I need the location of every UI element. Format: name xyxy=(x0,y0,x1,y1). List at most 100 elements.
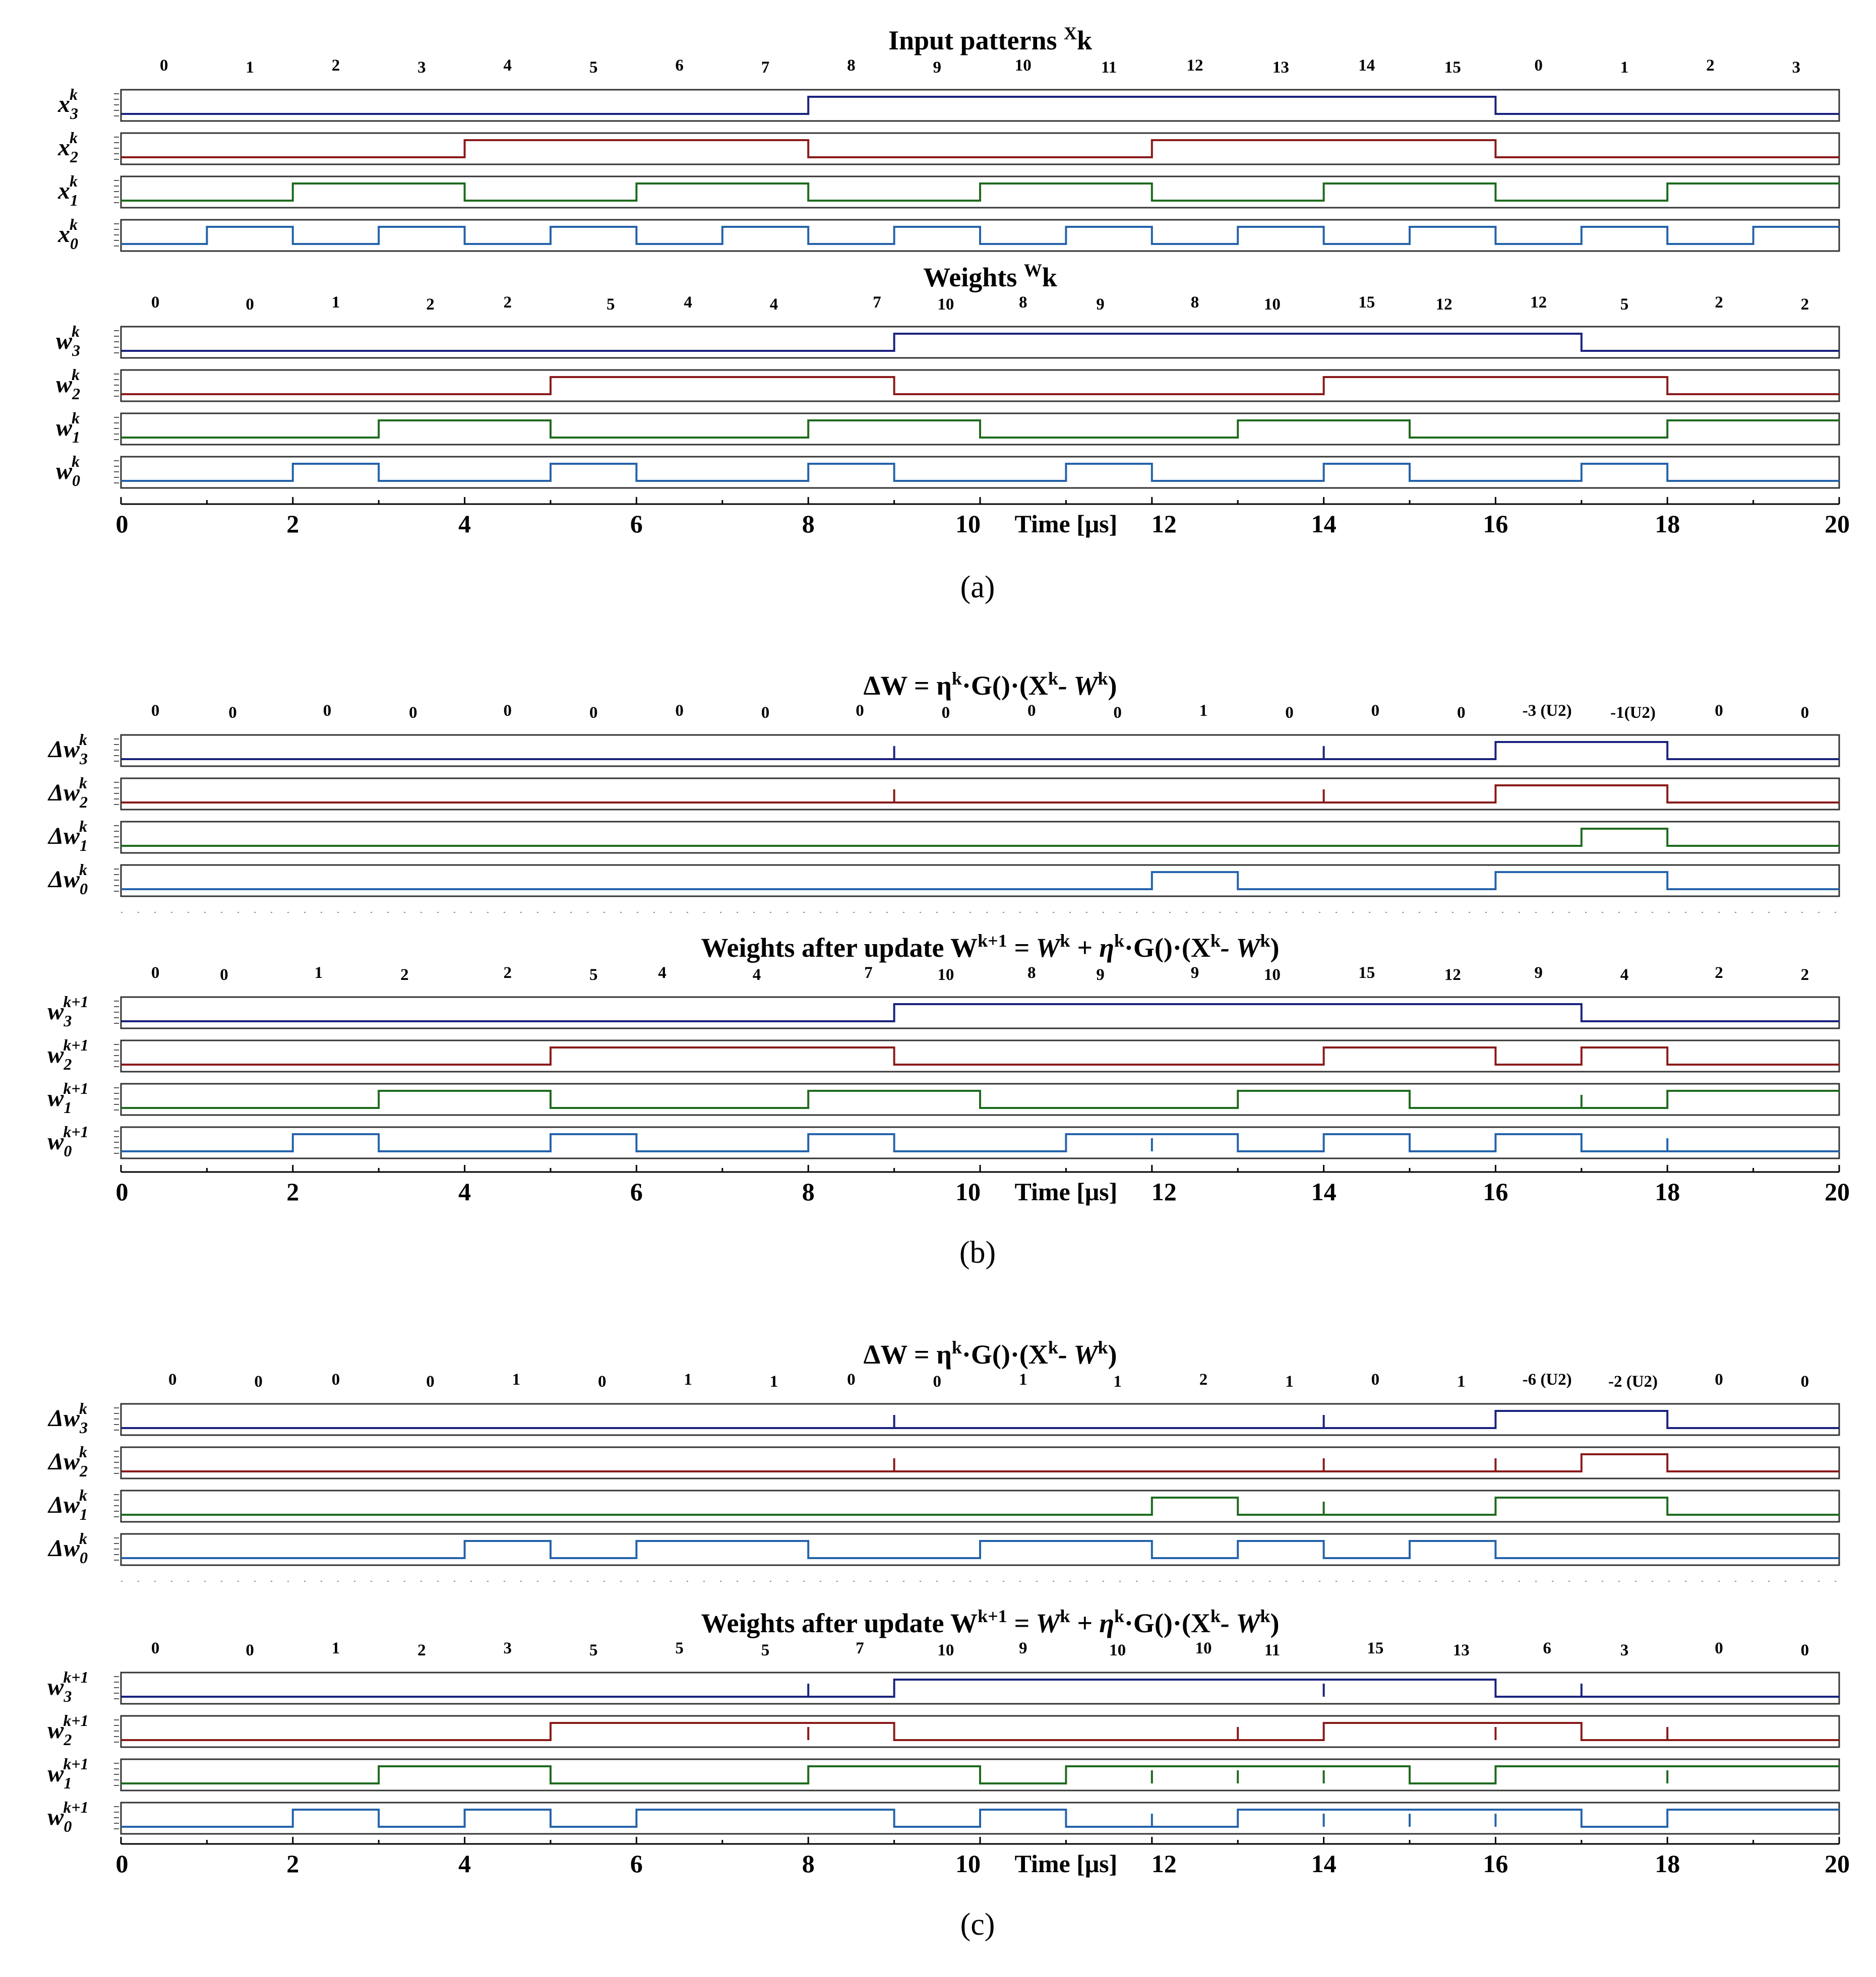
signal-group-0: ΔW = ηk·G()·(Xk- Wk)0 0 0 0 1 0 1 1 0 0 1 1 2 1 0 1 -6 (… xyxy=(47,1337,1840,1567)
signal-frame xyxy=(120,1403,1840,1436)
signal-w3: w3k+1 xyxy=(47,993,1840,1030)
value-label: -3 (U2) xyxy=(1523,702,1572,720)
axis-tick-label: 16 xyxy=(1483,1178,1508,1206)
value-label: 1 xyxy=(770,1373,778,1391)
value-label: 1 xyxy=(315,964,323,982)
value-label: 2 xyxy=(1801,295,1809,314)
value-label: 0 xyxy=(168,1371,177,1389)
value-label: 3 xyxy=(417,58,426,77)
signal-frame xyxy=(120,996,1840,1029)
axis-tick-label: 20 xyxy=(1825,1849,1850,1878)
title-part: k xyxy=(1211,1606,1221,1626)
panel-caption: (b) xyxy=(959,1235,996,1270)
value-label: 1 xyxy=(1019,1371,1027,1389)
signal-delta-w0: Δw0k xyxy=(47,1529,1840,1567)
signal-label: Δw2k xyxy=(47,1443,88,1480)
waveform xyxy=(121,1765,1839,1784)
signal-label: w2k+1 xyxy=(47,1036,88,1073)
value-label: 0 xyxy=(426,1373,435,1391)
signal-label: x3k xyxy=(57,85,78,122)
value-label: 10 xyxy=(937,1641,954,1659)
signal-w0: w0k+1 xyxy=(47,1123,1840,1160)
signal-delta-w3: Δw3k xyxy=(47,730,1840,768)
value-label: 0 xyxy=(1715,1371,1723,1389)
axis-tick-label: 10 xyxy=(955,510,981,538)
axis-title: Time [μs] xyxy=(1015,1178,1118,1206)
axis-tick-label: 14 xyxy=(1311,1178,1337,1206)
signal-delta-w1: Δw1k xyxy=(47,1486,1840,1523)
value-label: 3 xyxy=(1792,58,1801,77)
value-label: 1 xyxy=(246,58,254,77)
signal-frame xyxy=(120,1446,1840,1479)
value-label: 4 xyxy=(770,295,778,314)
value-label: -6 (U2) xyxy=(1523,1371,1572,1389)
value-label: 0 xyxy=(151,1639,160,1657)
value-label: 13 xyxy=(1273,58,1289,77)
waveform xyxy=(121,871,1839,890)
value-label: 9 xyxy=(1096,966,1105,984)
waveform xyxy=(121,1809,1839,1828)
value-label: 15 xyxy=(1367,1639,1383,1657)
signal-label: w0k+1 xyxy=(47,1798,88,1835)
axis-tick-label: 6 xyxy=(630,1178,643,1206)
signal-delta-w1: Δw1k xyxy=(47,817,1840,854)
value-label: 1 xyxy=(1285,1373,1294,1391)
waveform xyxy=(121,419,1839,439)
value-label: 10 xyxy=(1195,1639,1212,1657)
signal-frame xyxy=(120,326,1840,359)
axis-tick-label: 12 xyxy=(1152,510,1177,538)
signal-group-0: Input patterns Xk0 1 2 3 4 5 6 7 8 9 10 11 12 13 14 15 0… xyxy=(57,23,1840,253)
value-label: 14 xyxy=(1358,56,1375,75)
title-part: k xyxy=(1114,1606,1124,1626)
value-label: 2 xyxy=(504,293,512,312)
signal-label: w2k xyxy=(56,365,80,403)
title-part: = W xyxy=(1007,933,1062,963)
value-label: 12 xyxy=(1436,295,1453,314)
value-label: 0 xyxy=(246,1641,254,1659)
value-label: 2 xyxy=(1706,56,1715,75)
value-label: 4 xyxy=(684,293,692,312)
signal-label: w3k xyxy=(56,322,80,359)
time-axis: 0 2 4 6 8 10 12 14 16 18 20 Time [μs] xyxy=(116,1837,1850,1878)
value-label: 15 xyxy=(1358,293,1375,312)
signal-frame xyxy=(120,219,1840,252)
value-label: 10 xyxy=(1264,295,1281,314)
signal-label: Δw1k xyxy=(47,1486,88,1523)
axis-tick-label: 8 xyxy=(802,1178,815,1206)
value-label: 3 xyxy=(504,1639,512,1657)
signal-delta-w2: Δw2k xyxy=(47,774,1840,811)
value-label: 1 xyxy=(1620,58,1629,77)
title-part: k+1 xyxy=(978,931,1007,951)
title-part: k xyxy=(1260,1606,1270,1626)
value-label: 5 xyxy=(1620,295,1629,314)
title-part: k xyxy=(952,1337,962,1357)
value-label: 2 xyxy=(1715,964,1723,982)
title-part: ) xyxy=(1270,1608,1279,1638)
signal-label: w0k+1 xyxy=(47,1123,88,1160)
waveform xyxy=(121,828,1839,847)
signal-w0: w0k xyxy=(56,452,1840,489)
value-label: 10 xyxy=(1015,56,1032,75)
waveform xyxy=(121,1453,1839,1472)
value-label: 10 xyxy=(1109,1641,1126,1659)
value-label: 10 xyxy=(937,966,954,984)
signal-w0: w0k+1 xyxy=(47,1798,1840,1835)
axis-tick-label: 8 xyxy=(802,510,815,538)
axis-tick-label: 4 xyxy=(458,1849,471,1878)
waveform xyxy=(121,463,1839,482)
title-part: W xyxy=(1024,260,1042,280)
title-part: k xyxy=(1211,931,1221,951)
value-label: 0 xyxy=(1371,702,1380,720)
value-label: 0 xyxy=(160,56,168,75)
value-label: 4 xyxy=(1620,966,1629,984)
value-label: 0 xyxy=(942,704,950,722)
signal-frame xyxy=(120,1083,1840,1116)
signal-label: Δw3k xyxy=(47,1399,88,1437)
axis-tick-label: 0 xyxy=(116,1178,129,1206)
title-part: ·G()·(X xyxy=(1124,933,1211,963)
waveform xyxy=(121,1410,1839,1429)
title-part: k xyxy=(1042,262,1057,292)
signal-w2: w2k+1 xyxy=(47,1036,1840,1073)
title-part: k xyxy=(1060,1606,1070,1626)
axis-tick-label: 2 xyxy=(286,510,299,538)
